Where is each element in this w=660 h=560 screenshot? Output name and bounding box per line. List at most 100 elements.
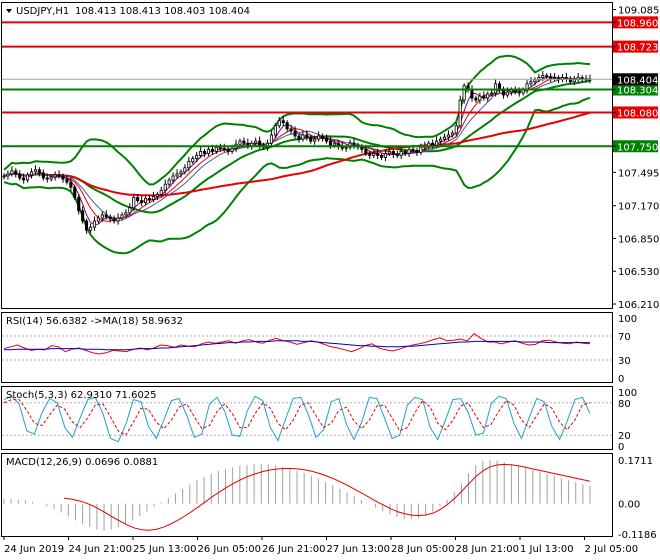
candle-body (470, 89, 474, 99)
moving-average-mid-line (3, 77, 591, 222)
rsi-title: RSI(14) 56.6382 ->MA(18) 58.9632 (6, 316, 183, 327)
candle-body (187, 161, 191, 169)
candle-body (438, 138, 443, 142)
level-tag-108.960 (613, 16, 658, 29)
collapse-triangle-icon[interactable] (6, 9, 12, 13)
candle-body (564, 77, 568, 79)
price-tick-label: 106.210 (618, 300, 659, 311)
candle-body (297, 135, 301, 140)
x-tick-label: 26 Jun 05:00 (198, 544, 262, 555)
candle-body (128, 207, 132, 214)
level-tag-label: 108.304 (617, 86, 658, 97)
candle-body (22, 177, 26, 181)
candle-body (171, 175, 175, 181)
rsi-ma-line (4, 340, 590, 351)
moving-average-long-line (3, 111, 591, 197)
candle-body (61, 175, 65, 180)
candle-body (77, 197, 81, 212)
candle-body (285, 122, 289, 130)
candle-body (486, 93, 490, 99)
candle-body (344, 146, 348, 149)
candle-body (324, 137, 328, 142)
candle-body (191, 158, 195, 163)
price-tick-label: 109.085 (618, 6, 659, 17)
candle-body (568, 78, 572, 83)
candle-body (81, 210, 85, 222)
candle-body (490, 92, 494, 95)
rsi-tick-label: 0 (618, 374, 624, 385)
candle-body (379, 155, 384, 158)
axes-layer: 108.960 108.723 108.304 108.080 107.750 108.4… (3, 6, 659, 555)
candle-body (206, 148, 211, 154)
candle-body (541, 75, 545, 78)
price-tick-label: 106.850 (618, 234, 659, 245)
candle-body (14, 170, 18, 175)
stoch-k-line (3, 395, 591, 443)
stoch-tick-label: 100 (618, 388, 637, 399)
candle-body (482, 95, 486, 99)
candle-body (391, 150, 395, 155)
price-panel (1, 2, 613, 309)
candle-body (313, 138, 317, 142)
candle-body (2, 175, 6, 178)
candle-body (179, 171, 183, 175)
candle-body (368, 152, 372, 156)
macd-title: MACD(12,26,9) 0.0696 0.0881 (6, 457, 158, 468)
candle-body (332, 142, 336, 146)
stoch-series-layer (2, 395, 612, 443)
candle-body (348, 142, 352, 148)
candle-body (140, 200, 144, 204)
candle-body (533, 79, 537, 83)
candle-body (450, 132, 454, 136)
candle-body (29, 171, 34, 176)
rsi-tick-label: 70 (618, 332, 631, 343)
candle-body (210, 148, 215, 152)
candle-body (572, 79, 576, 83)
current-price-tag (613, 73, 658, 86)
macd-tick-label: -0.1186 (618, 530, 657, 541)
candle-body (317, 135, 321, 140)
level-tag-label: 108.080 (617, 108, 658, 119)
candle-body (387, 150, 391, 154)
candle-body (120, 214, 124, 219)
price-title: USDJPY,H1 (16, 6, 69, 17)
candle-body (462, 85, 466, 101)
rsi-series-layer (2, 332, 612, 361)
candle-body (6, 173, 10, 177)
candle-body (407, 148, 411, 154)
candle-body (89, 226, 93, 231)
rsi-panel (1, 312, 613, 383)
candle-body (320, 135, 325, 139)
candle-body (399, 150, 403, 156)
candle-body (395, 154, 399, 156)
macd-series-layer (3, 460, 591, 531)
candle-body (545, 75, 549, 77)
macd-signal-line (63, 463, 591, 531)
candle-body (183, 167, 187, 173)
level-tag-107.750 (613, 140, 658, 153)
candle-body (431, 142, 435, 146)
candle-body (57, 174, 61, 177)
candle-body (53, 174, 57, 178)
candle-body (493, 83, 498, 94)
price-series-layer (2, 21, 612, 255)
rsi-tick-label: 30 (618, 356, 631, 367)
candle-body (143, 198, 148, 203)
candle-body (104, 214, 108, 218)
current-price-label: 108.404 (617, 75, 658, 86)
candle-body (301, 134, 305, 140)
bollinger-lower-line (3, 96, 591, 255)
level-tag-label: 107.750 (617, 142, 658, 153)
candle-body (18, 173, 22, 179)
x-tick-label: 28 Jun 05:00 (391, 544, 455, 555)
x-tick-label: 25 Jun 13:00 (133, 544, 197, 555)
candle-body (73, 186, 77, 198)
candle-body (328, 140, 332, 146)
level-tag-108.080 (613, 106, 658, 119)
candle-body (265, 142, 269, 148)
candle-body (478, 95, 482, 101)
x-tick-label: 26 Jun 21:00 (262, 544, 326, 555)
stoch-panel (1, 386, 613, 450)
candle-body (108, 216, 112, 220)
candle-body (202, 150, 207, 154)
